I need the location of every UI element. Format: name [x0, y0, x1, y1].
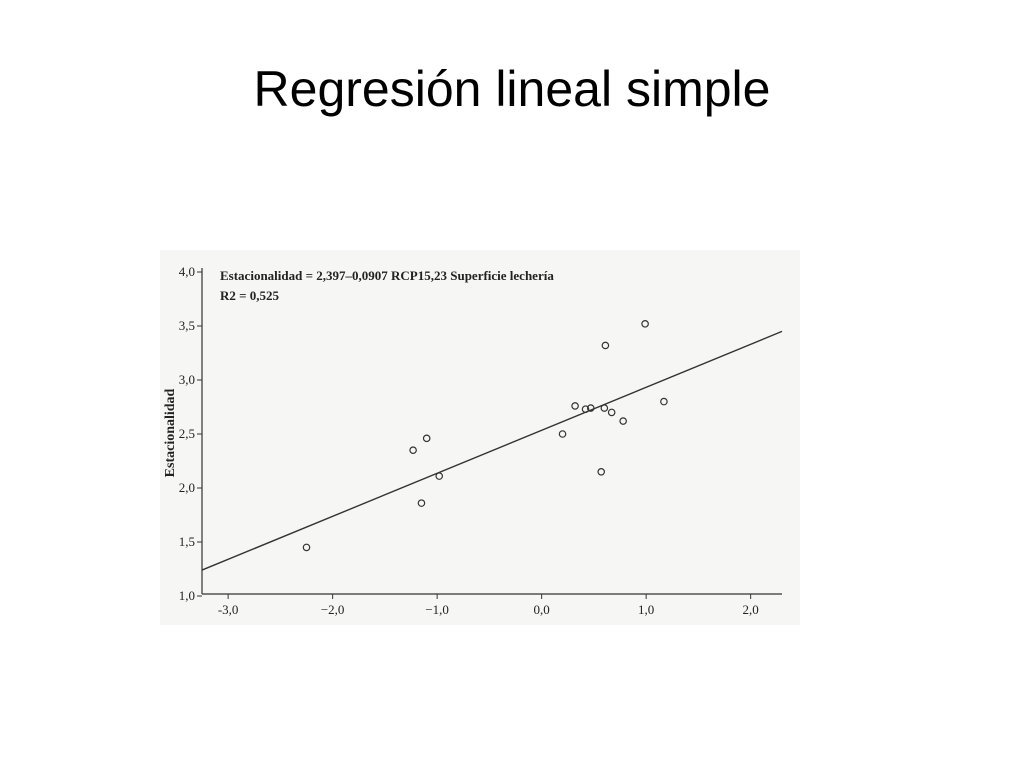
data-point: [601, 341, 610, 350]
data-point: [586, 404, 595, 412]
slide-title: Regresión lineal simple: [253, 61, 771, 117]
data-point: [409, 446, 417, 455]
y-tick-label: 1,0: [179, 588, 195, 603]
regression-line: [201, 330, 783, 571]
x-tick-label: 1,0: [638, 602, 654, 617]
y-tick-label: 4,0: [179, 264, 195, 279]
data-point: [619, 417, 627, 425]
tick-labels: 1,0 1,5 2,0 2,5 3,0 3,5 4,0 -3,0 −2,0 −1,0 0,0 1,0 2…: [179, 264, 759, 617]
data-point: [660, 397, 668, 406]
r-squared-label: R2 = 0,525: [220, 288, 280, 303]
data-points: [302, 320, 668, 552]
y-tick-label: 2,0: [179, 480, 195, 495]
data-point: [422, 434, 431, 443]
y-tick-label: 3,5: [179, 318, 195, 333]
x-tick-label: −1,0: [425, 602, 449, 617]
y-tick-label: 1,5: [179, 534, 195, 549]
x-tick-label: 0,0: [534, 602, 550, 617]
data-point: [571, 402, 579, 410]
y-tick-label: 3,0: [179, 372, 195, 387]
data-point: [302, 543, 311, 552]
regression-equation: Estacionalidad = 2,397–0,0907 RCP15,23 S…: [220, 268, 554, 283]
regression-line-layer: [201, 330, 783, 571]
data-point: [558, 430, 567, 438]
data-point: [597, 468, 606, 476]
x-tick-label: 2,0: [743, 602, 759, 617]
data-point: [435, 472, 444, 480]
data-point: [417, 499, 426, 507]
y-tick-label: 2,5: [179, 426, 195, 441]
y-axis-label: Estacionalidad: [163, 388, 178, 477]
data-point: [641, 320, 649, 328]
scatter-chart: 1,0 1,5 2,0 2,5 3,0 3,5 4,0 -3,0 −2,0 −1,0 0,0 1,0 2…: [160, 250, 800, 625]
chart-canvas: 1,0 1,5 2,0 2,5 3,0 3,5 4,0 -3,0 −2,0 −1,0 0,0 1,0 2…: [163, 264, 783, 617]
axes: [197, 268, 782, 599]
data-point: [581, 405, 590, 413]
x-tick-label: −2,0: [321, 602, 345, 617]
x-tick-label: -3,0: [218, 602, 239, 617]
data-point: [600, 404, 609, 412]
data-point: [607, 408, 616, 417]
